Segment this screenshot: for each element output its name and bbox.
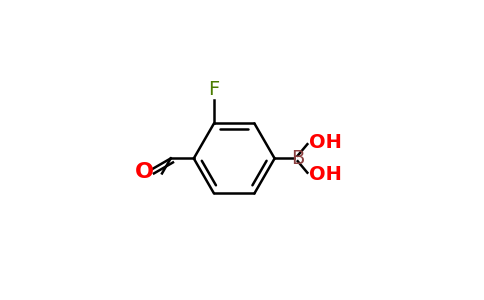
Text: OH: OH	[308, 165, 341, 184]
Text: F: F	[208, 80, 220, 99]
Text: OH: OH	[308, 133, 341, 152]
Text: B: B	[291, 149, 304, 168]
Text: O: O	[135, 162, 154, 182]
